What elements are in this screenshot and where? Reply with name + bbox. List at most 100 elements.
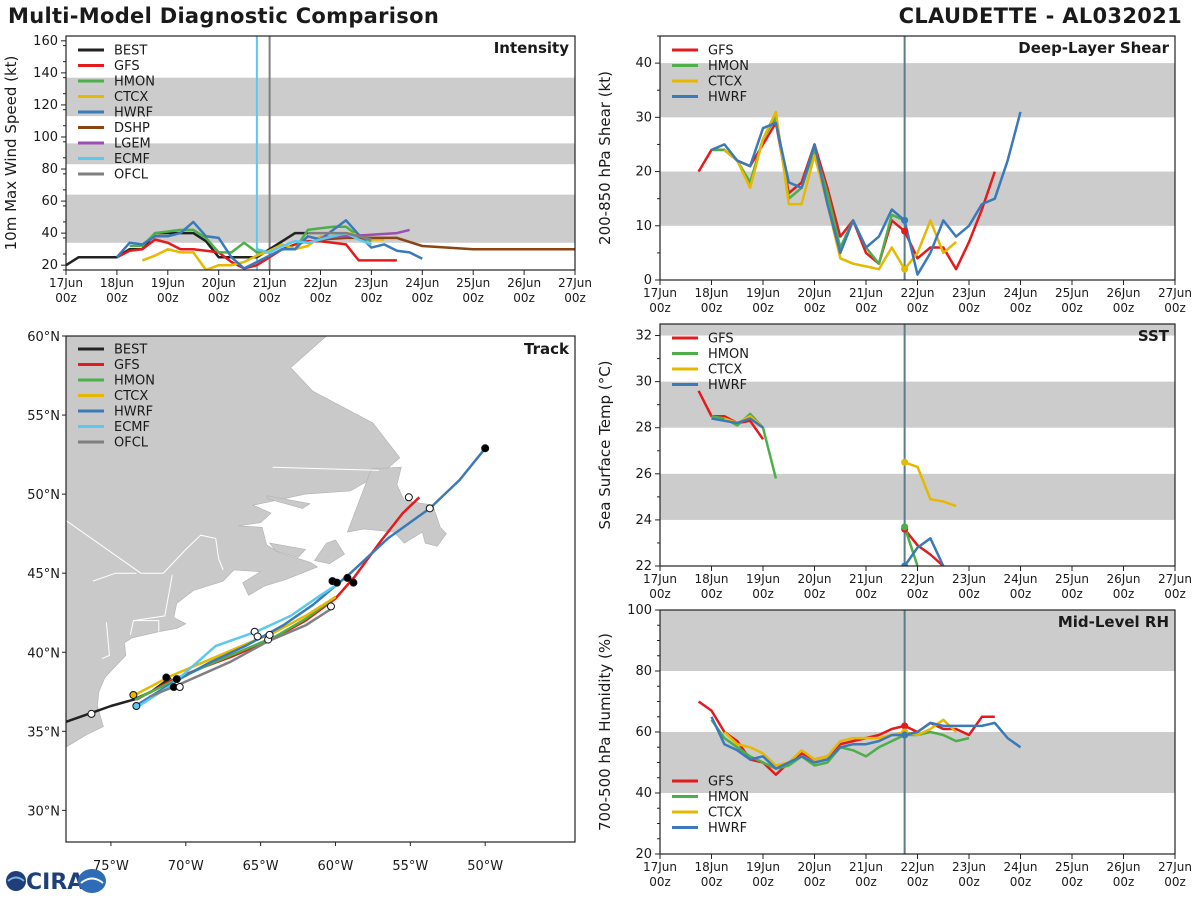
x-tick-label: 00z xyxy=(513,291,535,305)
x-tick-label: 22Jun xyxy=(303,276,337,290)
track-position-marker xyxy=(265,630,274,639)
x-tick-label: 21Jun xyxy=(253,276,287,290)
globe-icon xyxy=(6,871,26,891)
x-tick-label: 00z xyxy=(1010,301,1032,315)
chart-rh: 2040608010017Jun00z18Jun00z19Jun00z20Jun… xyxy=(596,603,1192,889)
shaded-band xyxy=(660,63,1175,118)
x-tick-label: 18Jun xyxy=(694,572,728,586)
panel-title: Mid-Level RH xyxy=(1058,613,1169,631)
storm-title: CLAUDETTE - AL032021 xyxy=(898,4,1182,28)
shaded-band xyxy=(66,77,575,117)
y-tick-label: 80 xyxy=(635,664,652,679)
x-tick-label: 00z xyxy=(412,291,434,305)
noaa-emblem-icon xyxy=(78,869,106,893)
panel-title: Track xyxy=(524,340,570,358)
sst-plot-area xyxy=(660,324,1175,566)
x-tick-label: 21Jun xyxy=(849,572,883,586)
x-tick-label: 19Jun xyxy=(746,860,780,874)
x-tick-label: 25Jun xyxy=(1055,572,1089,586)
lon-tick-label: 55°W xyxy=(392,859,428,874)
x-tick-label: 00z xyxy=(310,291,332,305)
border-line xyxy=(66,519,224,574)
x-tick-label: 23Jun xyxy=(952,572,986,586)
x-tick-label: 00z xyxy=(208,291,230,305)
model-point xyxy=(901,265,909,273)
x-tick-label: 26Jun xyxy=(1106,572,1140,586)
border-line xyxy=(92,572,137,582)
x-tick-label: 17Jun xyxy=(49,276,83,290)
shaded-band xyxy=(660,610,1175,671)
lat-tick-label: 50°N xyxy=(27,488,60,503)
shear-plot-area xyxy=(660,36,1175,280)
intensity-plot-area xyxy=(66,36,575,270)
x-tick-label: 00z xyxy=(564,291,586,305)
shaded-band xyxy=(66,194,575,243)
track-position-marker xyxy=(349,578,358,587)
legend-label: ECMF xyxy=(114,420,150,435)
series-hmon xyxy=(903,526,919,566)
x-tick-label: 00z xyxy=(907,301,929,315)
x-tick-label: 21Jun xyxy=(849,860,883,874)
x-tick-label: 00z xyxy=(1113,301,1135,315)
legend-label: HMON xyxy=(114,374,155,389)
border-line xyxy=(133,574,173,622)
y-tick-label: 20 xyxy=(635,165,652,180)
x-tick-label: 00z xyxy=(157,291,179,305)
track-position-marker xyxy=(326,602,335,611)
lat-tick-label: 35°N xyxy=(27,725,60,740)
x-tick-label: 24Jun xyxy=(1003,860,1037,874)
y-axis-label: 10m Max Wind Speed (kt) xyxy=(2,56,20,251)
border-line xyxy=(101,622,110,660)
x-tick-label: 00z xyxy=(752,875,774,889)
x-tick-label: 26Jun xyxy=(1106,860,1140,874)
legend-label: GFS xyxy=(114,358,140,373)
y-tick-label: 100 xyxy=(627,603,652,618)
series-ctcx xyxy=(904,461,957,508)
model-point xyxy=(901,216,909,224)
y-tick-label: 26 xyxy=(635,467,652,482)
series-hwrf xyxy=(710,716,1022,770)
x-tick-label: 24Jun xyxy=(1003,572,1037,586)
x-tick-label: 00z xyxy=(649,587,671,601)
cira-logo: CIRA xyxy=(6,869,106,895)
x-tick-label: 25Jun xyxy=(1055,860,1089,874)
x-tick-label: 00z xyxy=(55,291,77,305)
track-position-marker xyxy=(162,673,171,682)
legend-label: HMON xyxy=(114,75,155,90)
x-tick-label: 00z xyxy=(1164,875,1186,889)
track-position-marker xyxy=(132,702,141,711)
legend-label: DSHP xyxy=(114,121,150,136)
legend-label: GFS xyxy=(708,44,734,59)
landmass xyxy=(268,542,307,558)
legend-label: CTCX xyxy=(708,363,742,378)
x-tick-label: 00z xyxy=(1010,875,1032,889)
x-tick-label: 18Jun xyxy=(694,286,728,300)
x-tick-label: 00z xyxy=(1113,587,1135,601)
chart-track: 75°W 70°W 65°W 60°W 55°W 50°W 30°N 35°N 40°N 45°N… xyxy=(27,330,576,874)
y-axis-label: 700-500 hPa Humidity (%) xyxy=(596,633,614,831)
x-tick-label: 00z xyxy=(1113,875,1135,889)
y-tick-label: 20 xyxy=(41,258,58,273)
border-line xyxy=(272,466,379,471)
track-position-marker xyxy=(172,675,181,684)
series-ctcx xyxy=(723,718,957,767)
x-tick-label: 00z xyxy=(361,291,383,305)
x-tick-label: 19Jun xyxy=(151,276,185,290)
legend-label: HWRF xyxy=(114,405,153,420)
y-tick-label: 40 xyxy=(635,786,652,801)
legend-label: GFS xyxy=(708,332,734,347)
x-tick-label: 22Jun xyxy=(900,572,934,586)
chart-sst: 22242628303217Jun00z18Jun00z19Jun00z20Ju… xyxy=(596,323,1192,601)
x-tick-label: 27Jun xyxy=(1158,286,1192,300)
legend-label: CTCX xyxy=(114,90,148,105)
panel-title: Intensity xyxy=(494,39,570,57)
x-tick-label: 20Jun xyxy=(202,276,236,290)
track-position-marker xyxy=(425,504,434,513)
y-tick-label: 160 xyxy=(33,34,58,49)
model-point xyxy=(901,731,909,739)
track-position-marker xyxy=(129,690,138,699)
y-tick-label: 28 xyxy=(635,421,652,436)
